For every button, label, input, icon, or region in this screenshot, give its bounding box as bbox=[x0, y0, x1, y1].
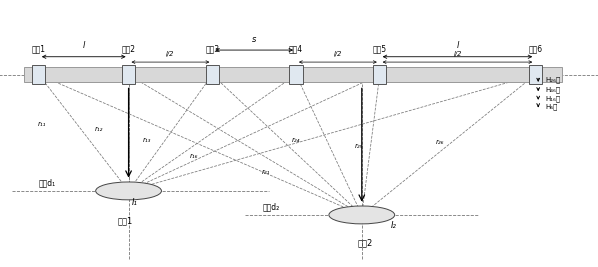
Text: I₂: I₂ bbox=[390, 221, 396, 230]
Text: l: l bbox=[456, 41, 459, 50]
Text: r₁₆: r₁₆ bbox=[190, 153, 199, 159]
FancyBboxPatch shape bbox=[529, 65, 542, 84]
Text: I₁: I₁ bbox=[132, 198, 138, 207]
Text: 探头2: 探头2 bbox=[121, 44, 136, 53]
Text: r₂₄: r₂₄ bbox=[292, 137, 300, 143]
FancyBboxPatch shape bbox=[24, 67, 562, 82]
FancyBboxPatch shape bbox=[206, 65, 219, 84]
FancyBboxPatch shape bbox=[122, 65, 135, 84]
Text: l: l bbox=[83, 41, 85, 50]
Text: s: s bbox=[252, 35, 257, 44]
Text: 探头1: 探头1 bbox=[32, 44, 46, 53]
Text: 探头5: 探头5 bbox=[373, 44, 387, 53]
Ellipse shape bbox=[329, 206, 395, 224]
Text: 探头3: 探头3 bbox=[205, 44, 219, 53]
Text: r₁₂: r₁₂ bbox=[94, 127, 103, 132]
Text: 埋深d₂: 埋深d₂ bbox=[263, 202, 280, 211]
Text: H₆值: H₆值 bbox=[545, 103, 558, 110]
Text: l/2: l/2 bbox=[334, 51, 342, 57]
Text: H₄₆值: H₄₆值 bbox=[545, 86, 560, 93]
Text: 管道2: 管道2 bbox=[357, 238, 373, 248]
Text: 探头6: 探头6 bbox=[528, 44, 542, 53]
Text: 管道1: 管道1 bbox=[118, 216, 133, 225]
Text: H₂₆值: H₂₆值 bbox=[545, 77, 561, 83]
Text: l/2: l/2 bbox=[453, 51, 462, 57]
Text: 探头4: 探头4 bbox=[289, 44, 303, 53]
Text: r₂₆: r₂₆ bbox=[435, 139, 444, 144]
FancyBboxPatch shape bbox=[373, 65, 386, 84]
Text: r₂₁: r₂₁ bbox=[262, 169, 270, 175]
FancyBboxPatch shape bbox=[289, 65, 303, 84]
Text: H₁₆值: H₁₆值 bbox=[545, 95, 560, 102]
Text: 埋深d₁: 埋深d₁ bbox=[39, 178, 56, 187]
Text: r₁₃: r₁₃ bbox=[142, 137, 151, 143]
Text: r₂₅: r₂₅ bbox=[355, 143, 363, 148]
Text: l/2: l/2 bbox=[166, 51, 175, 57]
Ellipse shape bbox=[96, 182, 161, 200]
FancyBboxPatch shape bbox=[32, 65, 45, 84]
Text: r₁₁: r₁₁ bbox=[38, 121, 46, 127]
